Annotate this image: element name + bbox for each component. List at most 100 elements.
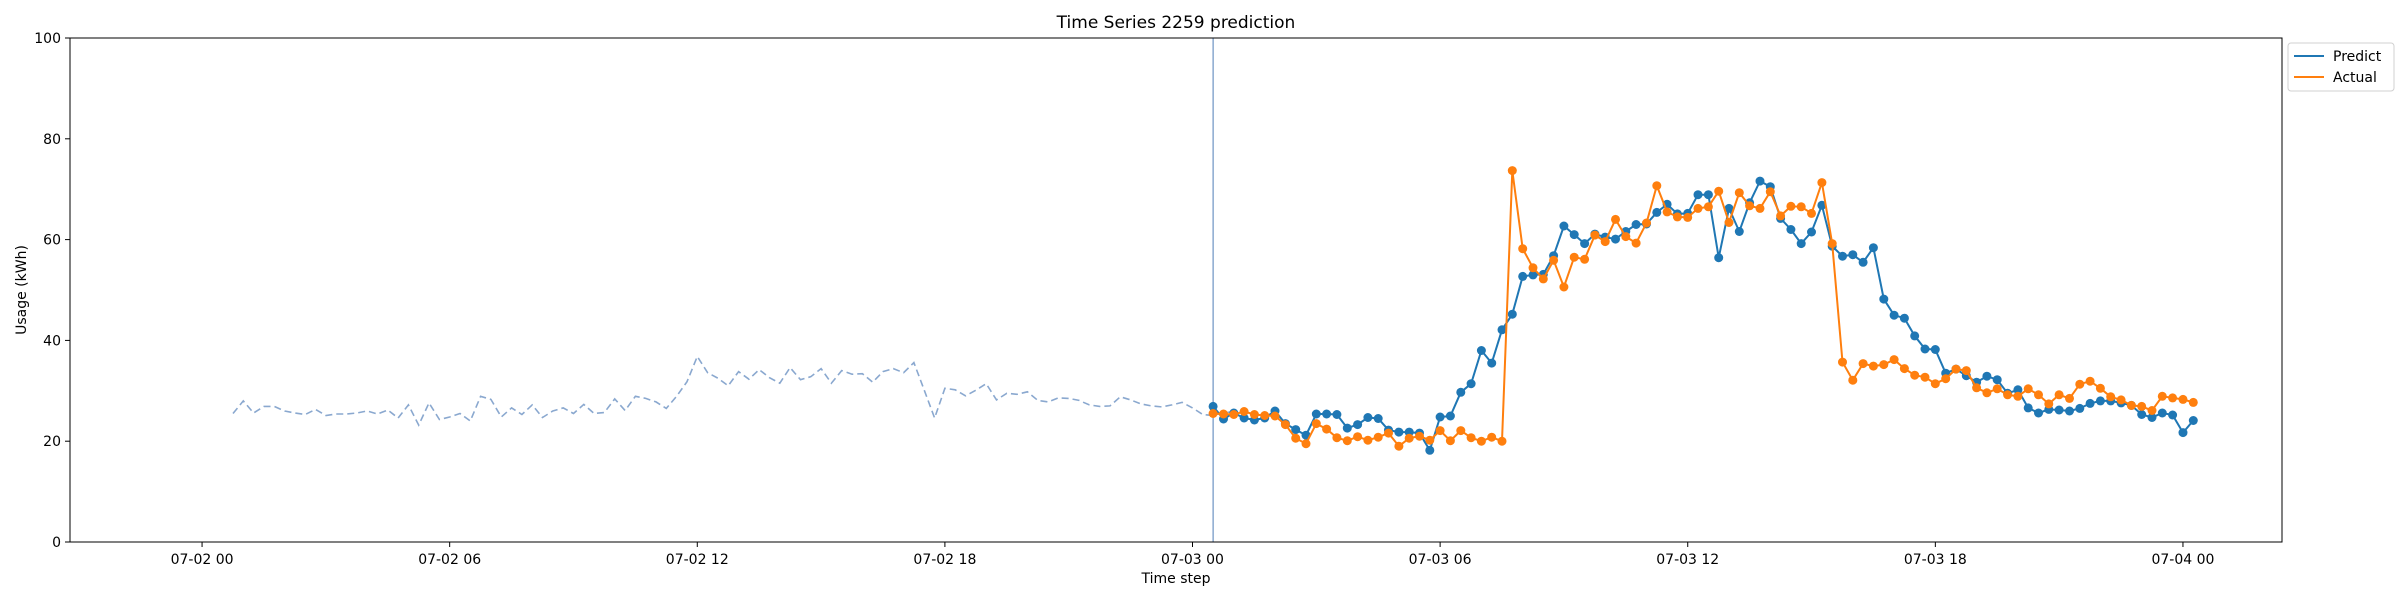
actual-point — [1817, 178, 1827, 188]
x-axis-label: Time step — [1141, 571, 1211, 587]
predict-point — [1631, 220, 1641, 229]
actual-point — [1435, 426, 1445, 436]
actual-point — [1415, 431, 1424, 441]
x-tick-label: 07-03 00 — [1161, 552, 1224, 568]
predict-point — [1435, 412, 1445, 422]
actual-point — [1311, 419, 1321, 429]
x-tick-label: 07-02 06 — [418, 552, 481, 568]
actual-point — [1920, 372, 1930, 382]
predict-point — [1611, 234, 1620, 244]
actual-point — [1868, 361, 1878, 371]
actual-point — [1373, 432, 1383, 442]
predict-point — [2013, 385, 2023, 395]
actual-point — [2147, 406, 2157, 415]
predict-point — [1652, 207, 1662, 217]
y-tick-label: 40 — [43, 333, 61, 349]
predict-point — [1322, 409, 1332, 419]
predict-point — [1786, 225, 1796, 234]
predict-point — [1858, 257, 1868, 267]
actual-point — [2054, 390, 2064, 400]
actual-point — [1322, 424, 1332, 434]
actual-point — [1642, 218, 1651, 228]
actual-point — [1353, 432, 1363, 442]
actual-point — [1559, 282, 1569, 292]
axes: 0 20 40 60 80 100 07-02 00 07-02 06 07-02 12 07-0… — [34, 31, 2214, 568]
y-axis-label: Usage (kWh) — [14, 245, 30, 335]
predict-point — [1580, 239, 1590, 249]
plot-area — [232, 38, 2198, 542]
actual-point — [1538, 274, 1548, 284]
predict-point — [1796, 239, 1806, 249]
y-tick-label: 60 — [43, 233, 61, 249]
actual-point — [1590, 230, 1600, 240]
predict-point — [1518, 271, 1528, 281]
predict-point — [1724, 203, 1734, 213]
actual-point — [2003, 390, 2013, 400]
actual-point — [2075, 379, 2085, 389]
actual-point — [1291, 433, 1301, 443]
x-tick-label: 07-02 12 — [666, 552, 729, 568]
actual-point — [1858, 359, 1868, 369]
predict-point — [1373, 414, 1383, 423]
actual-point — [1786, 201, 1796, 211]
predict-point — [2147, 413, 2157, 422]
actual-point — [1745, 201, 1755, 211]
predict-point — [1456, 387, 1466, 397]
actual-point — [1456, 426, 1466, 436]
actual-point — [1848, 375, 1858, 385]
x-tick-label: 07-03 12 — [1656, 552, 1719, 568]
actual-point — [1879, 360, 1889, 370]
actual-point — [1621, 232, 1631, 242]
predict-point — [1817, 200, 1827, 210]
predict-point — [2054, 405, 2064, 415]
actual-point — [1445, 436, 1455, 446]
actual-point — [1972, 383, 1982, 393]
predict-point — [1868, 243, 1878, 253]
predict-point — [1425, 445, 1435, 455]
actual-point — [1961, 366, 1971, 376]
actual-point — [1982, 388, 1992, 398]
actual-point — [1425, 435, 1435, 445]
actual-point — [1889, 355, 1899, 365]
actual-point — [1776, 211, 1786, 221]
actual-point — [1941, 374, 1951, 384]
predict-point — [1239, 413, 1249, 423]
actual-point — [1487, 432, 1497, 442]
actual-point — [1249, 410, 1259, 419]
predict-point — [1992, 375, 2002, 385]
predict-point — [1394, 427, 1404, 437]
predict-point — [1311, 409, 1321, 419]
predict-point — [1693, 190, 1703, 200]
actual-point — [2188, 397, 2198, 407]
actual-point — [1476, 436, 1486, 446]
predict-point — [1879, 294, 1889, 304]
x-tick-label: 07-03 06 — [1409, 552, 1472, 568]
actual-point — [1497, 436, 1507, 446]
predict-point — [2075, 403, 2085, 413]
y-tick-label: 100 — [34, 31, 61, 47]
actual-point — [1466, 433, 1476, 443]
x-tick-label: 07-02 00 — [171, 552, 234, 568]
actual-point — [1280, 420, 1290, 430]
actual-point — [1549, 255, 1559, 265]
actual-point — [1796, 202, 1806, 212]
predict-point — [1332, 410, 1342, 419]
actual-point — [1229, 410, 1239, 419]
history-series-line — [232, 354, 1234, 427]
actual-point — [2126, 400, 2136, 410]
predict-point — [1714, 253, 1724, 263]
legend-label-predict: Predict — [2333, 49, 2382, 65]
predict-point — [2034, 408, 2043, 418]
x-tick-label: 07-04 00 — [2151, 552, 2214, 568]
predict-point — [1507, 309, 1517, 319]
predict-point — [1497, 325, 1507, 335]
actual-point — [1270, 411, 1280, 421]
actual-point — [2065, 393, 2074, 403]
actual-point — [1724, 218, 1734, 227]
actual-point — [1208, 409, 1218, 418]
actual-point — [1518, 244, 1528, 254]
predict-point — [1559, 221, 1569, 231]
actual-point — [1363, 435, 1373, 445]
actual-point — [1734, 188, 1744, 198]
